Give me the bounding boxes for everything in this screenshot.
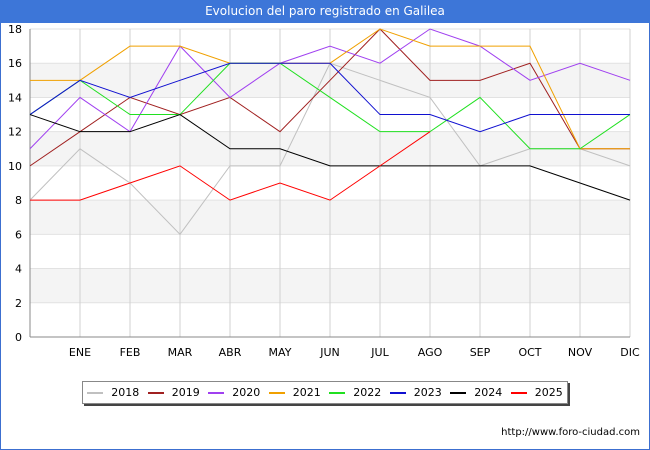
source-link[interactable]: http://www.foro-ciudad.com — [501, 427, 640, 438]
x-tick-label: MAR — [168, 346, 193, 359]
x-tick-label: SEP — [470, 346, 491, 359]
legend-label: 2021 — [292, 386, 321, 399]
legend-label: 2022 — [353, 386, 382, 399]
legend-swatch — [450, 391, 467, 394]
x-tick-label: JUL — [370, 346, 389, 359]
legend-item-2021: 2021 — [268, 386, 321, 399]
legend-item-2018: 2018 — [87, 386, 139, 399]
legend-item-2024: 2024 — [450, 386, 502, 399]
legend-label: 2023 — [413, 386, 442, 399]
y-tick-label: 10 — [8, 160, 22, 173]
legend-label: 2018 — [111, 386, 140, 399]
chart-title: Evolucion del paro registrado en Galilea — [0, 0, 650, 23]
y-tick-label: 16 — [8, 57, 22, 70]
legend-swatch — [87, 391, 104, 394]
series-line-2022 — [29, 62, 631, 150]
legend-swatch — [268, 391, 285, 394]
x-tick-label: JUN — [319, 346, 340, 359]
legend-label: 2025 — [534, 386, 563, 399]
series-line-2023 — [29, 62, 630, 133]
x-tick-label: FEB — [120, 346, 141, 359]
x-tick-label: OCT — [518, 346, 541, 359]
y-tick-label: 2 — [15, 297, 22, 310]
x-tick-label: ENE — [69, 346, 91, 359]
legend-swatch — [389, 391, 406, 394]
legend-swatch — [147, 391, 164, 394]
legend-swatch — [510, 391, 527, 394]
series-line-2024 — [29, 114, 631, 201]
legend-item-2022: 2022 — [329, 386, 381, 399]
legend-label: 2019 — [171, 386, 200, 399]
y-tick-label: 6 — [15, 228, 22, 241]
y-tick-label: 8 — [15, 194, 22, 207]
series-line-2025 — [30, 131, 431, 201]
legend-item-2025: 2025 — [510, 386, 563, 399]
y-tick-label: 12 — [8, 126, 22, 139]
x-tick-label: DIC — [620, 346, 640, 359]
y-tick-label: 0 — [15, 331, 22, 344]
legend-item-2019: 2019 — [147, 386, 200, 399]
legend-item-2020: 2020 — [208, 386, 260, 399]
legend-item-2023: 2023 — [389, 386, 442, 399]
x-tick-label: AGO — [418, 346, 443, 359]
legend-swatch — [329, 391, 346, 394]
x-tick-label: MAY — [269, 346, 292, 359]
y-tick-label: 4 — [15, 263, 22, 276]
legend-label: 2020 — [232, 386, 261, 399]
x-tick-label: NOV — [568, 346, 593, 359]
chart-legend: 2018 2019 2020 2021 2022 2023 2024 2025 — [82, 381, 568, 404]
legend-swatch — [208, 391, 225, 394]
y-tick-label: 14 — [8, 91, 22, 104]
y-tick-label: 18 — [8, 23, 22, 36]
x-tick-label: ABR — [219, 346, 242, 359]
legend-label: 2024 — [474, 386, 503, 399]
